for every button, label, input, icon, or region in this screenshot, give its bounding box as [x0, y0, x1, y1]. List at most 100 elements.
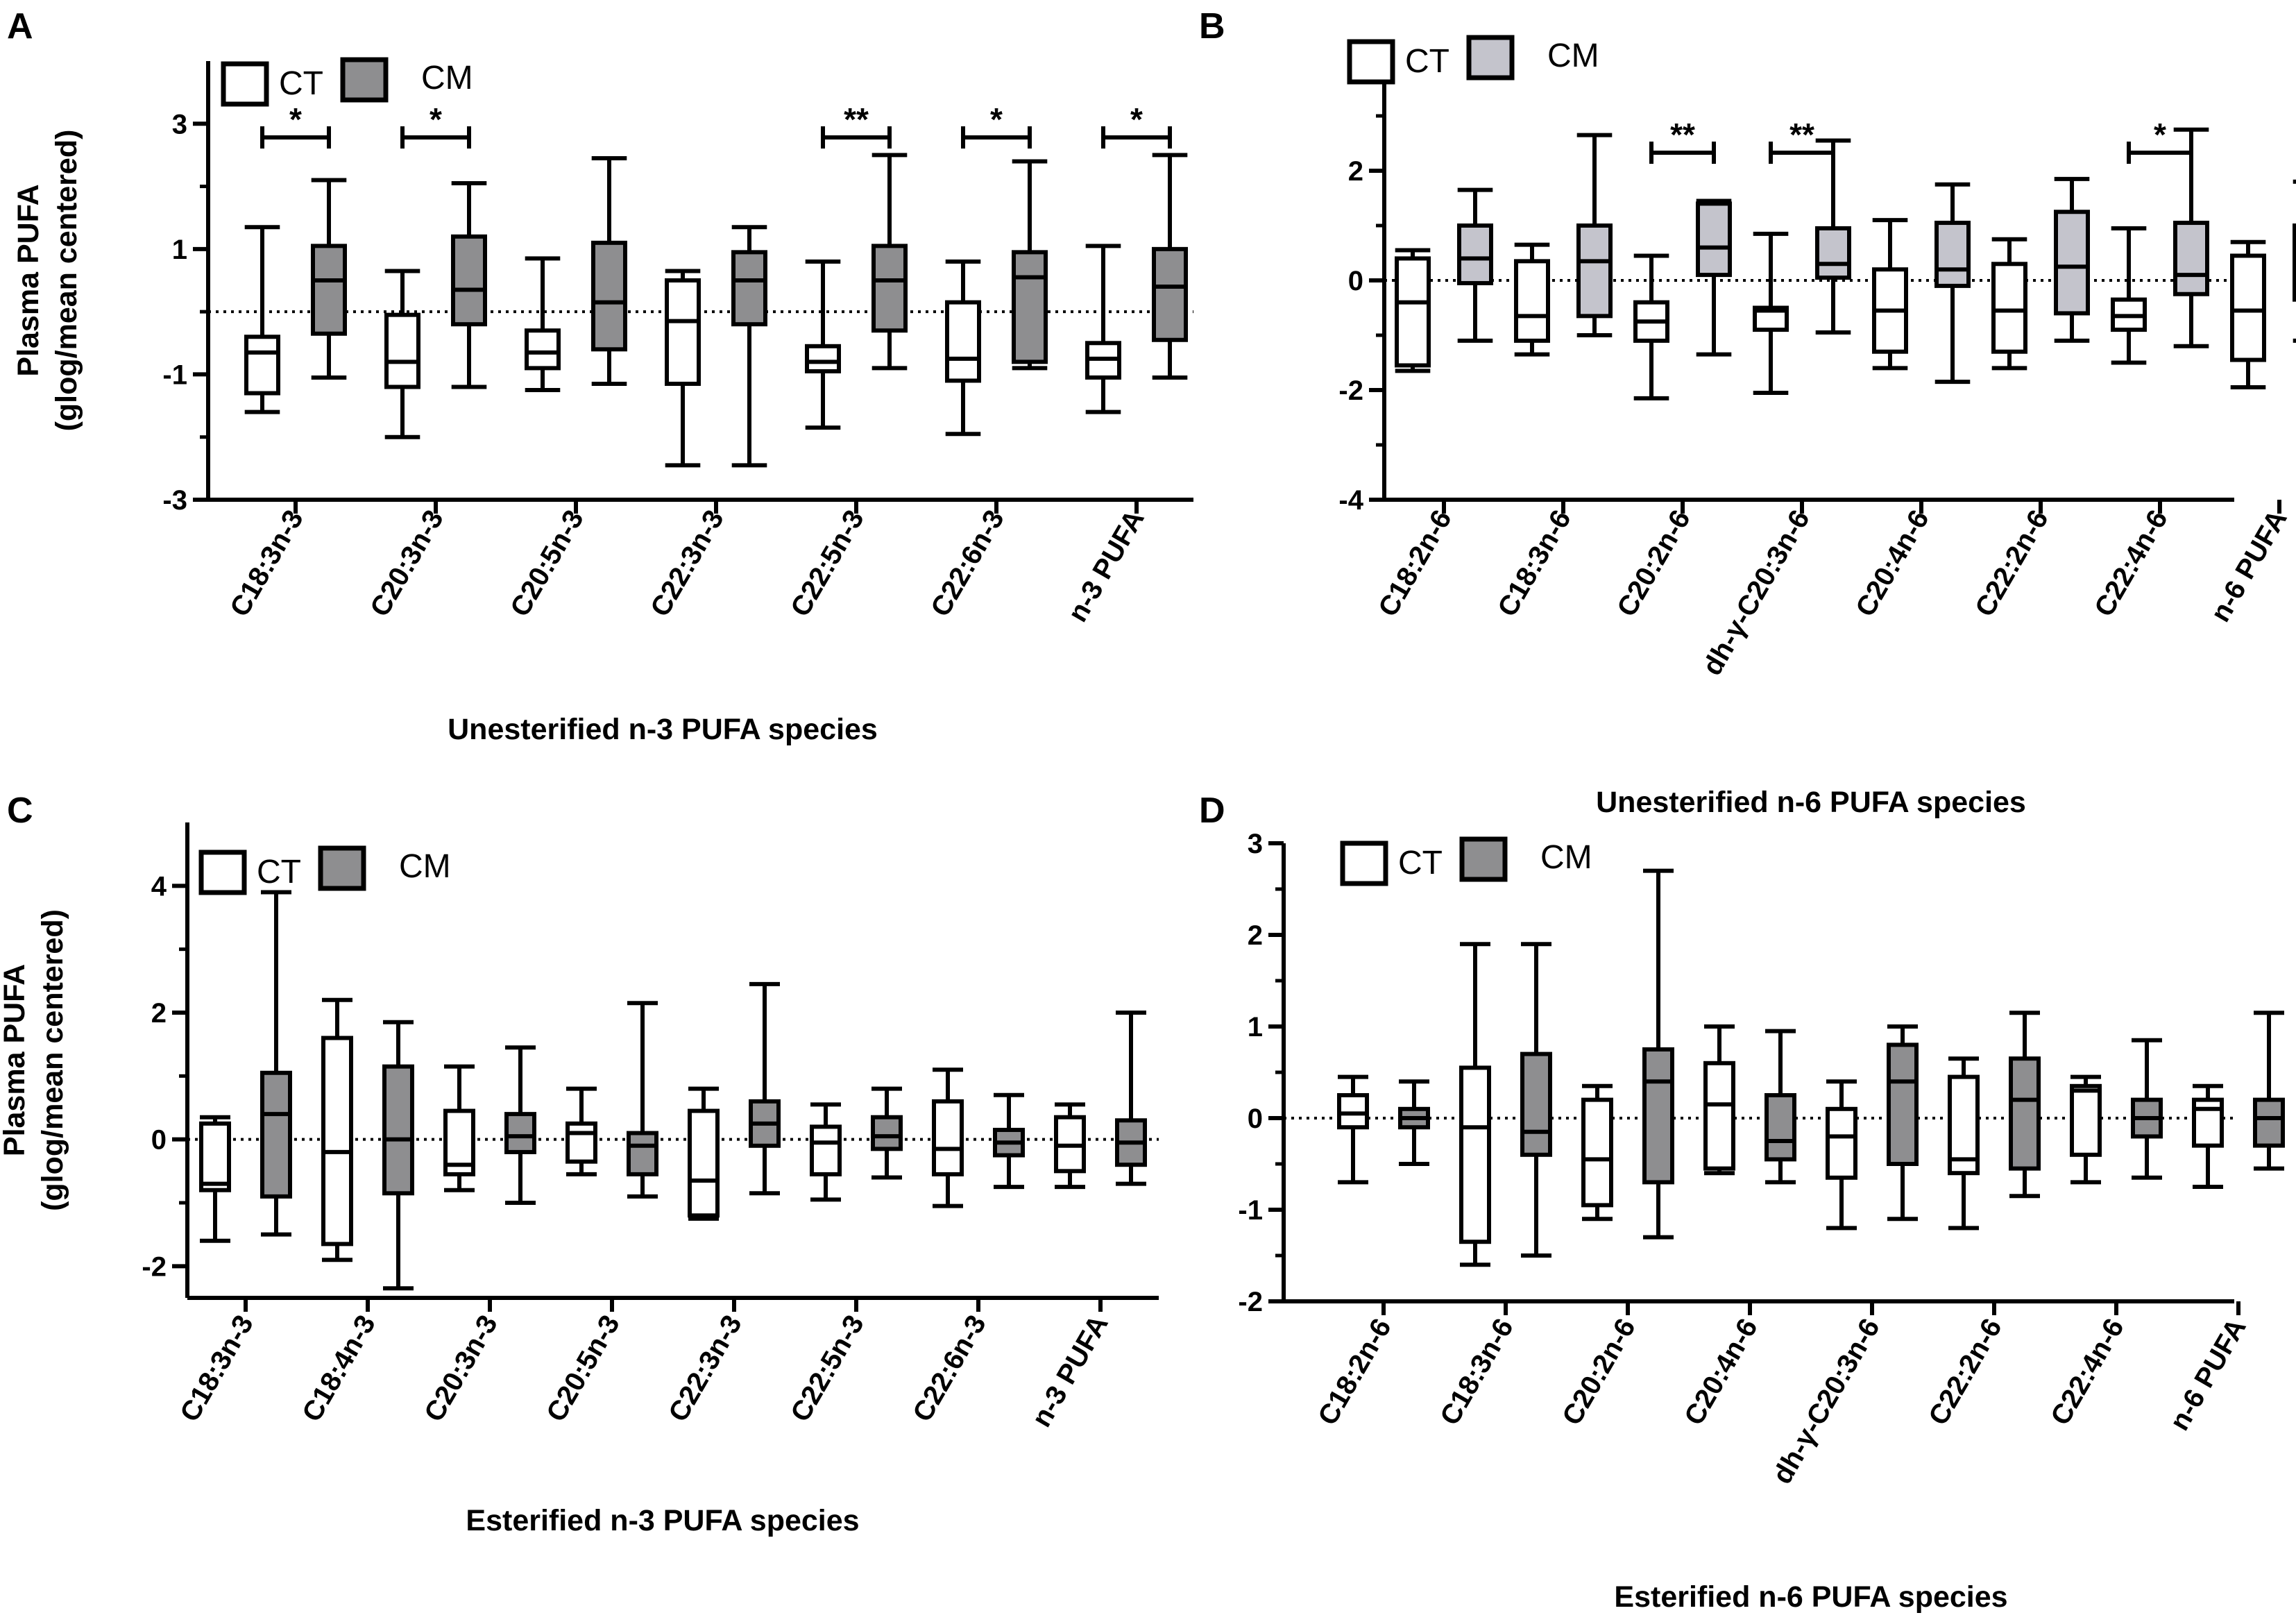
box-ct — [1459, 942, 1491, 1267]
box-iqr — [525, 328, 561, 371]
box-cm — [1520, 942, 1552, 1258]
category-group: C18:3n-6 — [1434, 942, 1552, 1430]
box-cm — [1012, 159, 1048, 371]
box-ct — [1826, 1079, 1857, 1231]
panel-B: B420-2-4C18:2n-6C18:3n-6C20:2n-6dh-γ-C20… — [1199, 6, 2296, 819]
box-iqr — [566, 1121, 597, 1164]
legend-label-cm: CM — [1547, 37, 1599, 74]
box-cm — [1115, 1011, 1147, 1186]
legend: CT CM — [1340, 836, 1592, 886]
box-iqr — [1459, 1065, 1491, 1244]
legend-swatch-ct — [198, 850, 247, 895]
box-ct — [525, 256, 561, 392]
box-ct — [2111, 226, 2147, 365]
box-iqr — [1514, 259, 1550, 343]
significance-label: ** — [1670, 117, 1695, 153]
y-tick-label: -2 — [1338, 375, 1363, 406]
box-iqr — [2192, 1097, 2224, 1148]
y-tick-label: 0 — [1248, 1104, 1263, 1134]
box-iqr — [1948, 1074, 1980, 1176]
panel-label: B — [1199, 6, 1225, 47]
y-axis-title-line2: (glog/mean centered) — [50, 130, 83, 432]
box-cm — [2253, 1011, 2285, 1171]
box-cm — [2293, 179, 2296, 343]
legend-swatch-cm — [1466, 35, 1515, 81]
category-label: C18:4n-3 — [296, 1310, 382, 1427]
y-tick-label: -1 — [162, 360, 187, 390]
box-ct — [1337, 1074, 1369, 1185]
box-cm — [749, 981, 781, 1196]
y-axis-title-line1: Plasma PUFA — [0, 964, 31, 1156]
box-ct — [1703, 1024, 1735, 1176]
category-label: n-6 PUFA — [2164, 1314, 2252, 1436]
legend-label-ct: CT — [1398, 845, 1443, 881]
y-tick-label: 0 — [151, 1125, 167, 1156]
box-iqr — [1581, 1097, 1613, 1208]
category-label: n-3 PUFA — [1026, 1310, 1114, 1433]
y-tick-label: -2 — [142, 1251, 167, 1282]
significance-label: ** — [844, 101, 869, 137]
box-ct — [665, 269, 701, 468]
legend-swatch-cm — [1459, 836, 1508, 882]
box-cm — [731, 225, 767, 468]
y-axis-title-line2: (glog/mean centered) — [36, 909, 69, 1211]
category-group: C20:4n-6 — [1850, 182, 1971, 622]
category-group: C20:2n-6 — [1611, 198, 1732, 622]
category-group: n-6 PUFA — [2205, 179, 2296, 627]
box-ct — [810, 1102, 842, 1202]
box-iqr — [1337, 1093, 1369, 1130]
panel-A: A 3 1 -1 -3 Plasma PUFA (glog/mean centered) C1… — [7, 6, 1193, 746]
box-iqr — [1887, 1042, 1919, 1167]
legend-label-ct: CT — [279, 65, 323, 102]
x-axis-title: Esterified n-6 PUFA species — [1614, 1580, 2007, 1614]
box-iqr — [2070, 1083, 2102, 1157]
y-tick-label: 2 — [151, 998, 167, 1029]
box-ct — [688, 1086, 720, 1221]
box-cm — [260, 890, 292, 1237]
box-iqr — [1764, 1093, 1796, 1162]
box-iqr — [1152, 246, 1188, 342]
box-cm — [451, 181, 487, 389]
y-tick-label: 1 — [1248, 1012, 1263, 1042]
box-ct — [1753, 231, 1789, 395]
box-ct — [805, 259, 841, 430]
box-cm — [311, 178, 347, 380]
box-ct — [199, 1115, 231, 1243]
box-iqr — [2253, 1097, 2285, 1148]
y-tick-label: -4 — [1338, 485, 1363, 516]
y-tick-label: -1 — [1238, 1195, 1263, 1226]
box-cm — [382, 1020, 414, 1291]
category-group: C22:2n-6 — [1969, 176, 2090, 622]
category-label: C18:3n-6 — [1434, 1314, 1520, 1430]
panel-label: A — [7, 6, 33, 47]
box-ct — [1948, 1056, 1980, 1231]
category-group: C20:5n-3 — [504, 155, 627, 622]
box-iqr — [1642, 1047, 1674, 1185]
legend: CT CM — [198, 845, 451, 895]
box-cm — [871, 153, 908, 371]
box-iqr — [244, 335, 280, 396]
x-axis-title: Unesterified n-3 PUFA species — [448, 713, 878, 746]
category-group: n-6 PUFA — [2164, 1011, 2285, 1436]
box-ct — [1395, 248, 1431, 373]
panel-C: C 4 2 0 -2 Plasma PUFA (glog/mean centered) C18… — [0, 791, 1159, 1537]
y-tick-label: 2 — [1248, 920, 1263, 951]
box-iqr — [1696, 201, 1732, 278]
category-label: C20:3n-3 — [364, 505, 450, 622]
category-group: C22:3n-3 — [663, 981, 781, 1427]
box-iqr — [2230, 253, 2266, 362]
legend-swatch-ct — [1340, 840, 1388, 886]
category-group: C22:4n-6 — [2089, 127, 2209, 622]
box-iqr — [1457, 223, 1493, 285]
y-axis-title-line1: Plasma PUFA — [12, 184, 45, 376]
category-group: C22:2n-6 — [1923, 1011, 2041, 1430]
box-cm — [1152, 153, 1188, 380]
category-group: C20:5n-3 — [541, 1001, 658, 1427]
box-iqr — [2173, 221, 2209, 296]
significance-label: * — [2154, 117, 2166, 153]
category-label: C20:5n-3 — [541, 1310, 626, 1427]
category-label: C18:3n-6 — [1492, 505, 1577, 622]
category-label: C22:4n-6 — [2089, 505, 2174, 622]
box-ct — [1581, 1083, 1613, 1222]
